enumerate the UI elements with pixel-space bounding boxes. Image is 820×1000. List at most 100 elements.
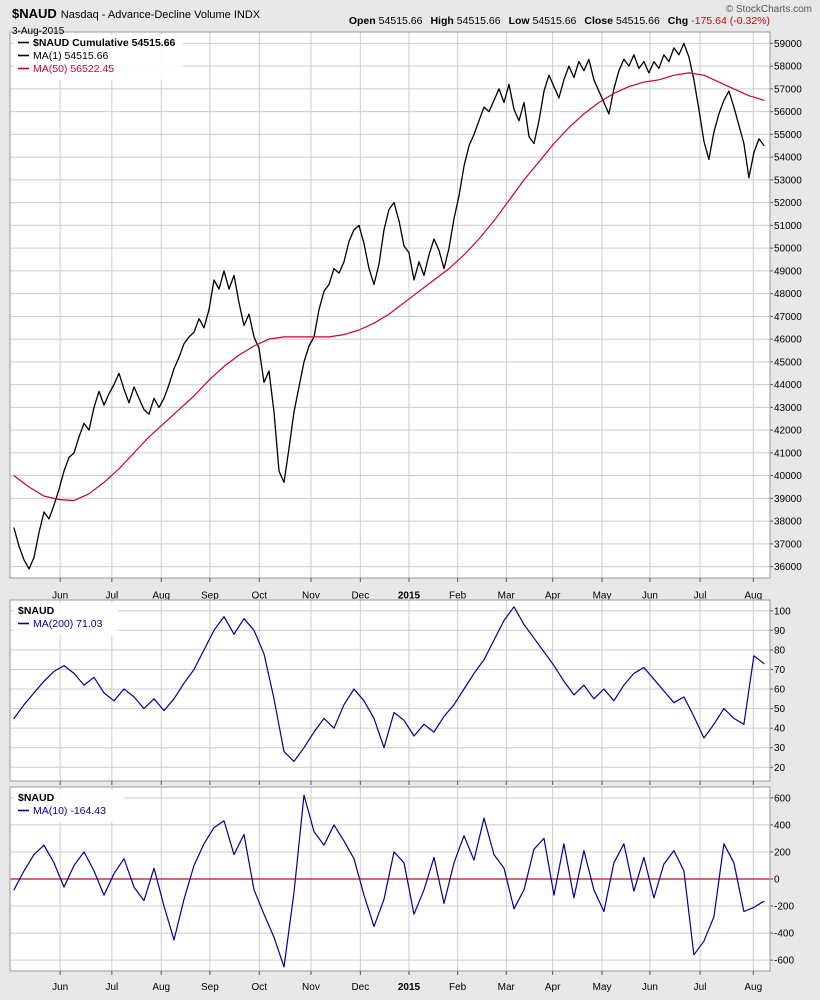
chart-date: 3-Aug-2015 — [12, 26, 65, 37]
x-axis-labels: Jun Jul Aug Sep Oct Nov Dec 2015 Feb Mar Apr May Jun… — [52, 591, 762, 602]
y-axis-label: 20 — [774, 763, 786, 774]
x-axis-label: Oct — [251, 591, 267, 602]
symbol: $NAUD — [12, 6, 57, 21]
y-axis-label: 41000 — [774, 448, 802, 459]
x-axis-label: Mar — [498, 591, 516, 602]
y-axis-label: 40000 — [774, 471, 802, 482]
x-axis-label: Dec — [351, 591, 369, 602]
y-axis-label: 49000 — [774, 266, 802, 277]
x-axis-label: Apr — [545, 982, 561, 993]
y-axis-label: 59000 — [774, 39, 802, 50]
quote-close-value: 54515.66 — [615, 15, 660, 27]
y-axis-label: 70 — [774, 665, 786, 676]
index-name: Nasdaq - Advance-Decline Volume INDX — [60, 9, 261, 21]
x-axis-label: Jul — [105, 591, 118, 602]
quote-high-value: 54515.66 — [456, 15, 501, 27]
legend-item: MA(200) 71.03 — [33, 618, 103, 630]
y-axis-label: 46000 — [774, 335, 802, 346]
x-axis-label: Oct — [251, 982, 267, 993]
y-axis-label: 50000 — [774, 244, 802, 255]
x-axis-label: Aug — [152, 591, 170, 602]
x-axis-label: Jul — [694, 982, 707, 993]
legend-background — [14, 603, 119, 635]
y-axis-label: 54000 — [774, 153, 802, 164]
x-axis-label: Jun — [642, 591, 658, 602]
quote-row: Open 54515.66 High 54515.66 Low 54515.66 Close… — [341, 15, 770, 27]
legend-item: $NAUD Cumulative 54515.66 — [33, 37, 176, 49]
quote-low-label: Low — [508, 15, 530, 27]
x-axis-label: Feb — [449, 982, 467, 993]
y-axis-label: -400 — [774, 929, 794, 940]
y-axis-label: 52000 — [774, 198, 802, 209]
y-axis-label: 100 — [774, 606, 791, 617]
quote-close-label: Close — [584, 15, 613, 27]
y-axis-label: 43000 — [774, 403, 802, 414]
quote-low-value: 54515.66 — [532, 15, 577, 27]
plot-border — [9, 786, 771, 972]
y-axis-label: 60 — [774, 685, 786, 696]
y-axis-label: 30 — [774, 743, 786, 754]
series-ma-10- — [13, 794, 765, 968]
y-axis-label: 600 — [774, 793, 791, 804]
y-axis-label: 39000 — [774, 494, 802, 505]
x-axis-label: May — [593, 982, 612, 993]
x-axis-label: Apr — [545, 591, 561, 602]
chart-header: $NAUD Nasdaq - Advance-Decline Volume IND… — [0, 0, 820, 37]
x-axis-label: 2015 — [398, 591, 421, 602]
y-axis-label: 58000 — [774, 62, 802, 73]
y-axis-label: 80 — [774, 645, 786, 656]
legend-background — [14, 790, 124, 822]
y-axis-label: 90 — [774, 626, 786, 637]
x-axis-label: Feb — [449, 591, 467, 602]
quote-open-value: 54515.66 — [378, 15, 423, 27]
y-axis-label: -200 — [774, 902, 794, 913]
quote-open-label: Open — [348, 15, 376, 27]
x-axis-label: Aug — [744, 982, 762, 993]
x-axis-label: Nov — [302, 591, 320, 602]
x-axis-label: Dec — [351, 982, 369, 993]
y-axis-label: 45000 — [774, 357, 802, 368]
y-axis-label: 44000 — [774, 380, 802, 391]
y-axis-label: 56000 — [774, 107, 802, 118]
legend-item: MA(1) 54515.66 — [33, 50, 108, 62]
x-axis-label: Sep — [201, 591, 219, 602]
plot-background — [10, 600, 770, 781]
y-axis-label: 42000 — [774, 426, 802, 437]
y-axis-label: 51000 — [774, 221, 802, 232]
y-axis-label: 200 — [774, 847, 791, 858]
y-axis-label: 37000 — [774, 539, 802, 550]
title-block: $NAUD Nasdaq - Advance-Decline Volume IND… — [12, 5, 260, 37]
copyright: © StockCharts.com — [725, 4, 812, 15]
quote-chg-value: -175.64 (-0.32%) — [691, 15, 770, 27]
y-axis-label: 38000 — [774, 517, 802, 528]
y-axis-label: 50 — [774, 704, 786, 715]
x-axis-label: Jun — [52, 982, 68, 993]
y-axis-label: 55000 — [774, 130, 802, 141]
x-axis-label: Jun — [52, 591, 68, 602]
y-axis-label: 53000 — [774, 175, 802, 186]
series-ma-200- — [13, 606, 765, 763]
x-axis-label: Mar — [498, 982, 516, 993]
y-axis-label: 36000 — [774, 562, 802, 573]
y-axis-label: 400 — [774, 820, 791, 831]
plot-border — [9, 599, 771, 782]
x-axis-label: Aug — [152, 982, 170, 993]
quote-chg-label: Chg — [667, 15, 689, 27]
plot-background — [10, 32, 770, 578]
legend-item: $NAUD — [18, 792, 55, 804]
legend-item: MA(10) -164.43 — [33, 805, 106, 817]
cumulative-price-panel: 36000 37000 38000 39000 40000 41000 42000 43000… — [9, 31, 802, 582]
x-axis-label: Nov — [302, 982, 320, 993]
y-axis-label: 57000 — [774, 84, 802, 95]
x-axis-label: 2015 — [398, 982, 421, 993]
legend-item: MA(50) 56522.45 — [33, 63, 114, 75]
legend-item: $NAUD — [18, 605, 55, 617]
x-axis-label: Aug — [744, 591, 762, 602]
x-axis-label: Sep — [201, 982, 219, 993]
y-axis-label: 48000 — [774, 289, 802, 300]
